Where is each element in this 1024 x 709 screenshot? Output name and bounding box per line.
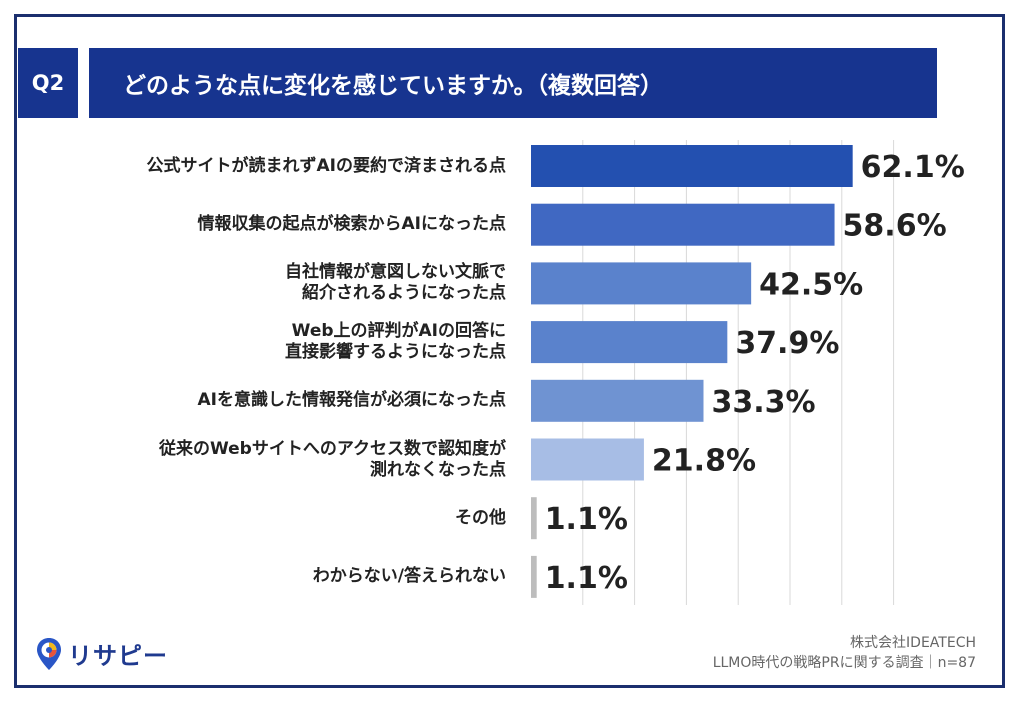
map-pin-icon <box>37 637 61 670</box>
footer-company: 株式会社IDEATECH <box>850 635 976 651</box>
value-labels: 62.1% 58.6% 42.5% 37.9% 33.3% 21.8% 1.1% 1.1% <box>545 150 965 596</box>
footer-survey: LLMO時代の戦略PRに関する調査｜n=87 <box>712 655 976 671</box>
category-label: Web上の評判がAIの回答に 直接影響するようになった点 <box>285 321 506 363</box>
question-title: どのような点に変化を感じていますか。（複数回答） <box>89 48 937 118</box>
category-label: 公式サイトが読まれずAIの要約で済まされる点 <box>146 155 506 176</box>
value-label: 1.1% <box>545 502 628 537</box>
category-label: 自社情報が意図しない文脈で 紹介されるようになった点 <box>285 262 506 304</box>
value-label: 1.1% <box>545 561 628 596</box>
category-label: 情報収集の起点が検索からAIになった点 <box>197 214 506 235</box>
bars <box>531 145 853 598</box>
value-label: 37.9% <box>735 326 839 361</box>
value-label: 62.1% <box>861 150 965 185</box>
brand-name: リサピー <box>68 642 168 670</box>
chart-frame <box>14 14 1005 688</box>
bar <box>531 497 537 540</box>
bar <box>531 379 704 422</box>
value-label: 21.8% <box>652 444 756 479</box>
value-label: 58.6% <box>843 209 947 244</box>
value-label: 42.5% <box>759 267 863 302</box>
category-label: 従来のWebサイトへのアクセス数で認知度が 測れなくなった点 <box>159 438 506 480</box>
bar <box>531 321 728 364</box>
bar <box>531 203 835 246</box>
category-label: AIを意識した情報発信が必須になった点 <box>197 390 506 411</box>
bar <box>531 438 644 481</box>
bar <box>531 262 752 305</box>
question-badge: Q2 <box>18 48 78 118</box>
bar <box>531 555 537 598</box>
value-label: 33.3% <box>711 385 815 420</box>
brand-logo: リサピー <box>36 636 168 671</box>
bar <box>531 145 853 187</box>
category-label: その他 <box>455 507 506 528</box>
category-label: わからない/答えられない <box>312 566 506 587</box>
